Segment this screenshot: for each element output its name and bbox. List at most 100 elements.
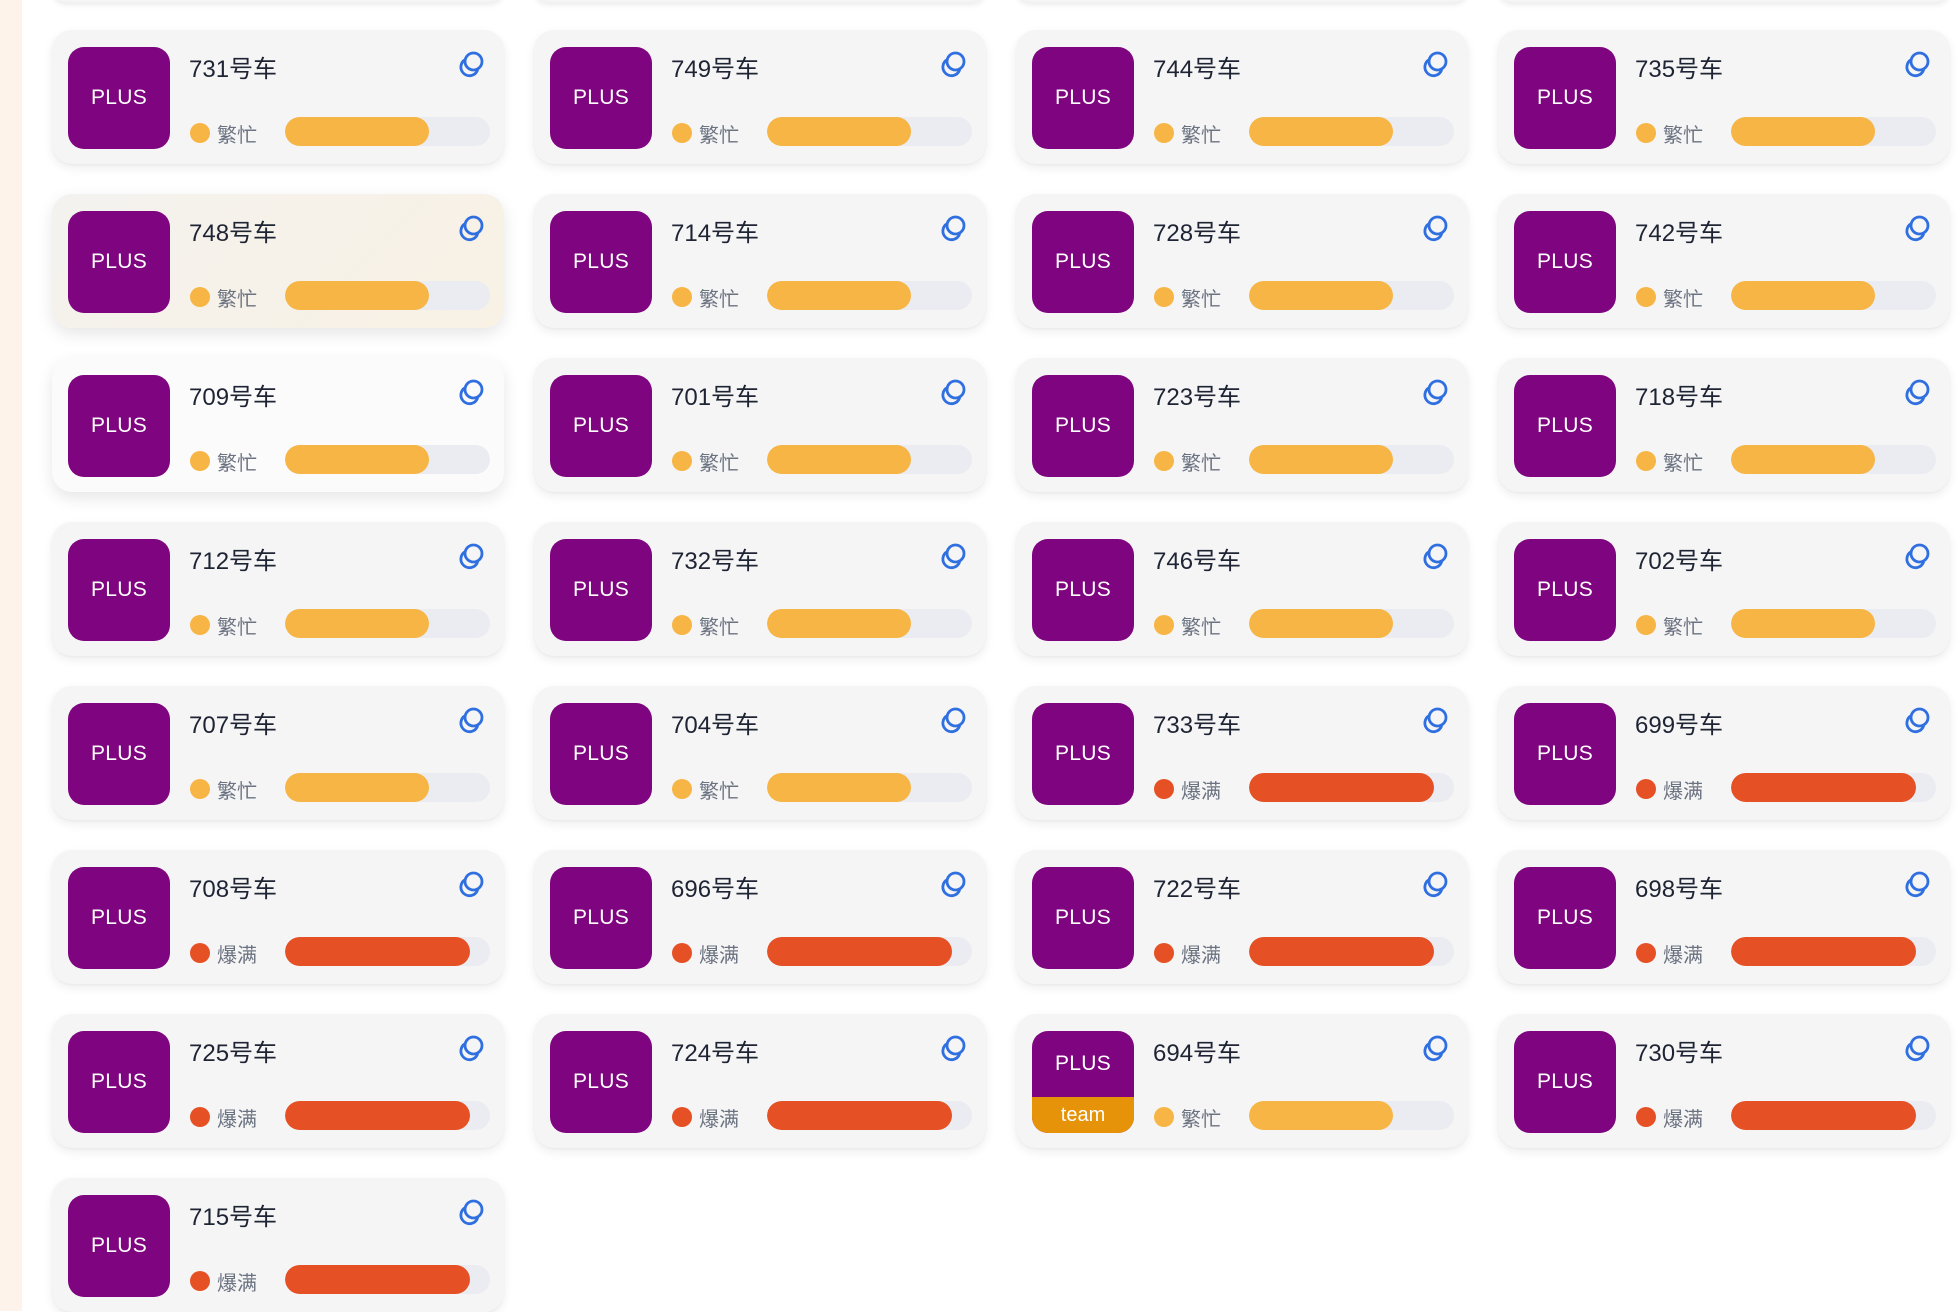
status-dot — [190, 779, 210, 799]
car-card[interactable]: PLUS 696号车 爆满 — [534, 850, 986, 984]
plan-badge: PLUS — [550, 867, 652, 969]
link-refresh-icon[interactable] — [1900, 48, 1934, 82]
link-refresh-icon[interactable] — [1900, 212, 1934, 246]
link-refresh-icon[interactable] — [454, 1032, 488, 1066]
load-bar — [1249, 445, 1454, 474]
plan-badge: PLUS — [1514, 1031, 1616, 1133]
car-card[interactable]: PLUS 732号车 繁忙 — [534, 522, 986, 656]
status-label: 爆满 — [1181, 945, 1221, 967]
car-title: 708号车 — [189, 876, 278, 903]
car-card[interactable]: PLUS 733号车 爆满 — [1016, 686, 1468, 820]
link-refresh-icon[interactable] — [1900, 376, 1934, 410]
car-card[interactable]: PLUS 715号车 爆满 — [52, 1178, 504, 1312]
car-card[interactable]: PLUS 728号车 繁忙 — [1016, 194, 1468, 328]
car-card[interactable]: PLUS 722号车 爆满 — [1016, 850, 1468, 984]
badge-plus-label: PLUS — [1536, 906, 1594, 929]
plan-badge: PLUS — [1032, 211, 1134, 313]
link-refresh-icon[interactable] — [936, 212, 970, 246]
link-refresh-icon[interactable] — [936, 48, 970, 82]
badge-plus-label: PLUS — [1054, 250, 1112, 273]
link-refresh-icon[interactable] — [936, 1032, 970, 1066]
link-refresh-icon[interactable] — [1418, 376, 1452, 410]
partial-car-card — [52, 0, 504, 2]
link-refresh-icon[interactable] — [1900, 704, 1934, 738]
car-card[interactable]: PLUS 730号车 爆满 — [1498, 1014, 1950, 1148]
status-dot — [672, 451, 692, 471]
badge-plus-label: PLUS — [1536, 414, 1594, 437]
car-card[interactable]: PLUS 735号车 繁忙 — [1498, 30, 1950, 164]
car-card[interactable]: PLUS team 694号车 繁忙 — [1016, 1014, 1468, 1148]
car-card[interactable]: PLUS 704号车 繁忙 — [534, 686, 986, 820]
plan-badge: PLUS — [1514, 867, 1616, 969]
status-dot — [1636, 615, 1656, 635]
car-card[interactable]: PLUS 702号车 繁忙 — [1498, 522, 1950, 656]
status-label: 繁忙 — [217, 617, 257, 639]
car-card[interactable]: PLUS 742号车 繁忙 — [1498, 194, 1950, 328]
car-title: 744号车 — [1153, 56, 1242, 83]
load-bar — [767, 445, 972, 474]
link-refresh-icon[interactable] — [454, 48, 488, 82]
link-refresh-icon[interactable] — [1418, 540, 1452, 574]
load-bar-fill — [1249, 937, 1434, 966]
link-refresh-icon[interactable] — [936, 868, 970, 902]
car-card[interactable]: PLUS 699号车 爆满 — [1498, 686, 1950, 820]
link-refresh-icon[interactable] — [1418, 212, 1452, 246]
status-dot — [1154, 779, 1174, 799]
car-card[interactable]: PLUS 709号车 繁忙 — [52, 358, 504, 492]
car-card[interactable]: PLUS 749号车 繁忙 — [534, 30, 986, 164]
car-card[interactable]: PLUS 724号车 爆满 — [534, 1014, 986, 1148]
status-dot — [190, 1107, 210, 1127]
link-refresh-icon[interactable] — [1418, 1032, 1452, 1066]
link-refresh-icon[interactable] — [936, 540, 970, 574]
load-bar — [1731, 773, 1936, 802]
car-card[interactable]: PLUS 746号车 繁忙 — [1016, 522, 1468, 656]
load-bar-fill — [285, 117, 429, 146]
car-title: 712号车 — [189, 548, 278, 575]
car-card[interactable]: PLUS 718号车 繁忙 — [1498, 358, 1950, 492]
link-refresh-icon[interactable] — [1418, 704, 1452, 738]
link-refresh-icon[interactable] — [454, 1196, 488, 1230]
plan-badge: PLUS — [1514, 47, 1616, 149]
link-refresh-icon[interactable] — [1900, 868, 1934, 902]
plan-badge: PLUS — [1514, 703, 1616, 805]
badge-plus-label: PLUS — [572, 742, 630, 765]
link-refresh-icon[interactable] — [1418, 48, 1452, 82]
load-bar — [767, 609, 972, 638]
link-refresh-icon[interactable] — [454, 212, 488, 246]
car-card[interactable]: PLUS 712号车 繁忙 — [52, 522, 504, 656]
car-card[interactable]: PLUS 723号车 繁忙 — [1016, 358, 1468, 492]
car-card[interactable]: PLUS 701号车 繁忙 — [534, 358, 986, 492]
link-refresh-icon[interactable] — [1418, 868, 1452, 902]
badge-plus-label: PLUS — [90, 906, 148, 929]
load-bar — [1249, 281, 1454, 310]
car-card[interactable]: PLUS 725号车 爆满 — [52, 1014, 504, 1148]
car-card[interactable]: PLUS 744号车 繁忙 — [1016, 30, 1468, 164]
car-title: 732号车 — [671, 548, 760, 575]
status-dot — [1636, 943, 1656, 963]
link-refresh-icon[interactable] — [454, 868, 488, 902]
link-refresh-icon[interactable] — [936, 704, 970, 738]
car-card[interactable]: PLUS 707号车 繁忙 — [52, 686, 504, 820]
link-refresh-icon[interactable] — [936, 376, 970, 410]
car-card[interactable]: PLUS 748号车 繁忙 — [52, 194, 504, 328]
car-card[interactable]: PLUS 714号车 繁忙 — [534, 194, 986, 328]
car-card[interactable]: PLUS 698号车 爆满 — [1498, 850, 1950, 984]
badge-plus-label: PLUS — [1054, 86, 1112, 109]
car-title: 723号车 — [1153, 384, 1242, 411]
load-bar-fill — [285, 445, 429, 474]
load-bar — [1249, 609, 1454, 638]
load-bar-fill — [1731, 937, 1916, 966]
link-refresh-icon[interactable] — [454, 704, 488, 738]
car-card[interactable]: PLUS 731号车 繁忙 — [52, 30, 504, 164]
badge-plus-label: PLUS — [1054, 414, 1112, 437]
status-label: 爆满 — [699, 1109, 739, 1131]
car-card[interactable]: PLUS 708号车 爆满 — [52, 850, 504, 984]
car-title: 742号车 — [1635, 220, 1724, 247]
plan-badge: PLUS — [550, 47, 652, 149]
badge-plus-label: PLUS — [1054, 906, 1112, 929]
link-refresh-icon[interactable] — [1900, 540, 1934, 574]
link-refresh-icon[interactable] — [454, 376, 488, 410]
link-refresh-icon[interactable] — [1900, 1032, 1934, 1066]
link-refresh-icon[interactable] — [454, 540, 488, 574]
load-bar-fill — [285, 1101, 470, 1130]
